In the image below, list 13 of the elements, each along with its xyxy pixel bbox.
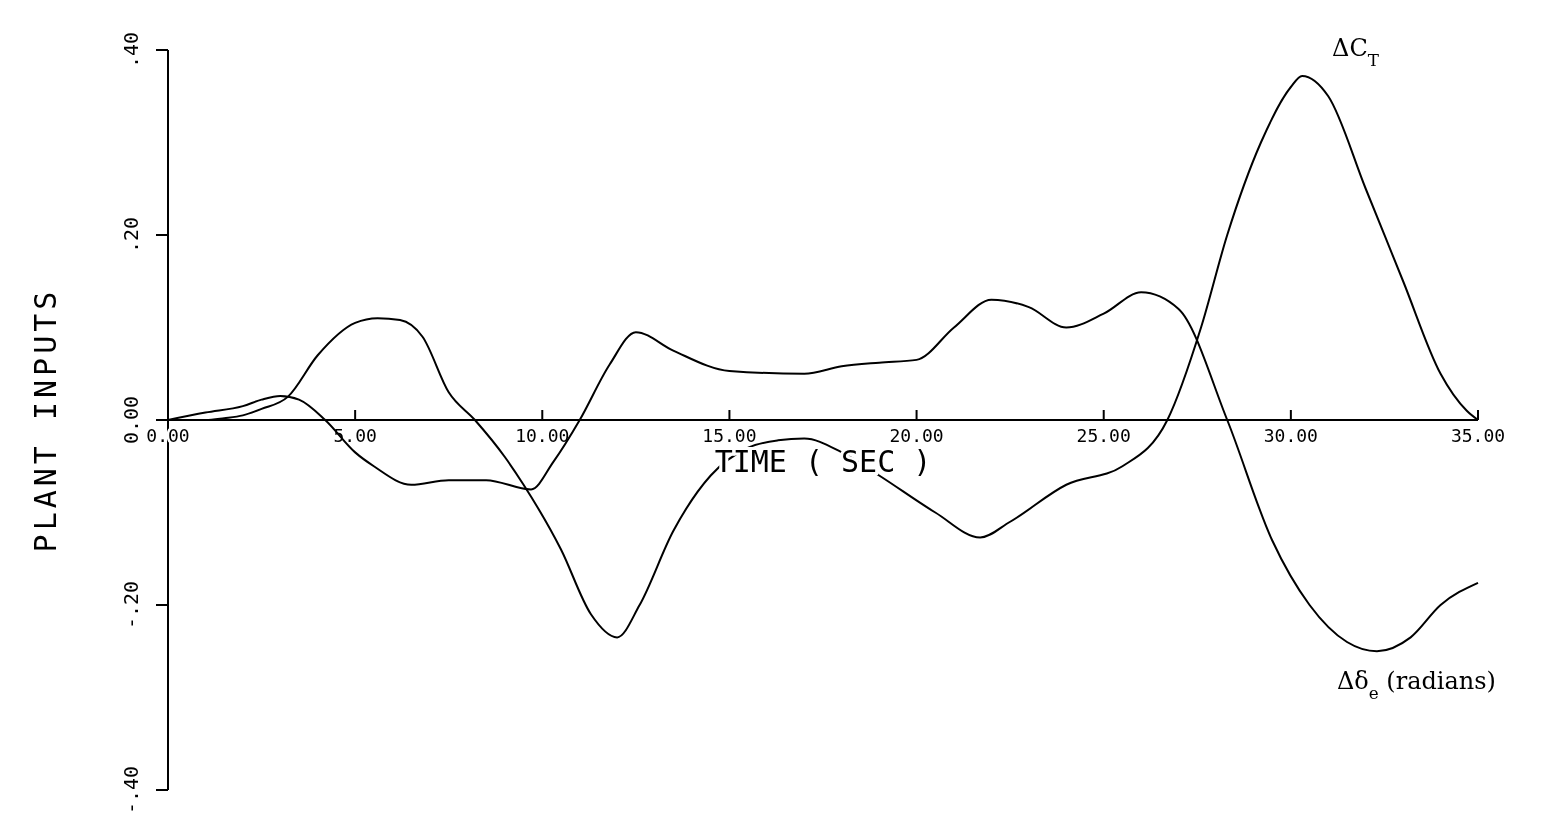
series-label: ΔC$_{T}$ [1332,33,1380,70]
y-tick-label: .20 [119,216,143,254]
y-tick-label: -.40 [119,765,143,815]
series-label: Δδ$_{e}$ (radians) [1336,667,1496,704]
x-tick-label: 35.00 [1450,425,1506,446]
x-tick-label: 30.00 [1263,425,1318,446]
x-tick-label: 25.00 [1076,425,1131,446]
y-tick-label: -.20 [119,580,143,630]
x-tick-label: 20.00 [889,425,944,446]
x-tick-label: 10.00 [515,425,570,446]
y-axis-title: PLANT INPUTS [28,287,63,553]
y-tick-label: .40 [119,31,143,69]
x-tick-label: 15.00 [702,425,757,446]
